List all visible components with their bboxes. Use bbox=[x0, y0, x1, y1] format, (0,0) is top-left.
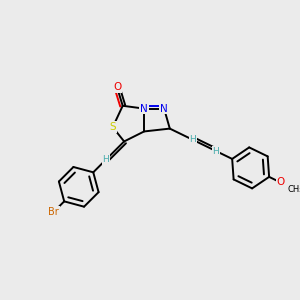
Text: CH₃: CH₃ bbox=[287, 185, 300, 194]
Text: H: H bbox=[213, 147, 219, 156]
Text: H: H bbox=[190, 135, 196, 144]
Text: N: N bbox=[140, 103, 148, 114]
Text: H: H bbox=[103, 155, 110, 164]
Text: S: S bbox=[110, 122, 116, 132]
Text: Br: Br bbox=[48, 207, 59, 217]
Text: O: O bbox=[113, 82, 121, 92]
Text: O: O bbox=[277, 178, 285, 188]
Text: N: N bbox=[160, 103, 168, 114]
